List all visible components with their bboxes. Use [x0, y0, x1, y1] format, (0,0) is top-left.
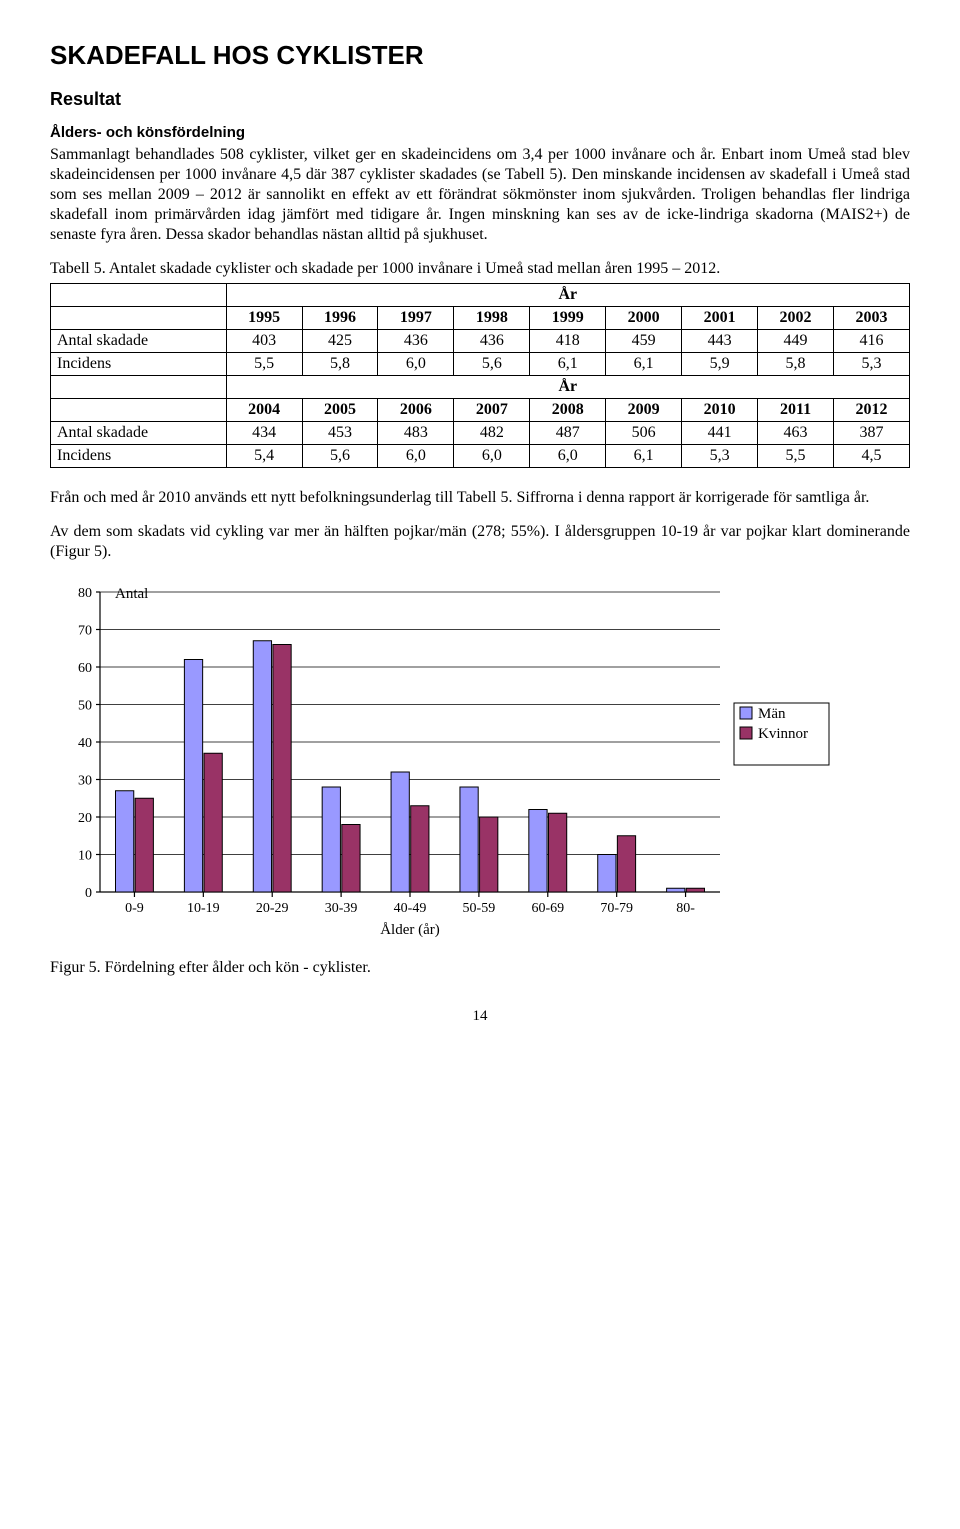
svg-text:30-39: 30-39 — [325, 901, 358, 916]
svg-text:80-: 80- — [676, 901, 695, 916]
svg-text:50-59: 50-59 — [463, 901, 496, 916]
svg-text:0: 0 — [85, 886, 92, 901]
svg-text:20-29: 20-29 — [256, 901, 289, 916]
bar — [529, 810, 547, 893]
note-paragraph-2: Av dem som skadats vid cykling var mer ä… — [50, 522, 910, 562]
bar — [391, 772, 409, 892]
subsection-heading: Ålders- och könsfördelning — [50, 124, 910, 141]
bar — [411, 806, 429, 892]
bar — [322, 787, 340, 892]
bar — [667, 888, 685, 892]
bar — [273, 645, 291, 893]
svg-text:0-9: 0-9 — [125, 901, 144, 916]
note-paragraph-1: Från och med år 2010 används ett nytt be… — [50, 488, 910, 508]
intro-paragraph: Sammanlagt behandlades 508 cyklister, vi… — [50, 145, 910, 245]
svg-text:20: 20 — [78, 811, 92, 826]
svg-text:30: 30 — [78, 774, 92, 789]
bar — [204, 753, 222, 892]
age-gender-chart: Antal 0 10 20 30 40 50 60 70 80 0-9 10-19 20-29 30-39… — [50, 582, 910, 952]
svg-text:Ålder (år): Ålder (år) — [380, 922, 440, 938]
bar — [342, 825, 360, 893]
svg-text:50: 50 — [78, 699, 92, 714]
svg-text:Män: Män — [758, 706, 786, 722]
data-table: År199519961997199819992000200120022003An… — [50, 283, 910, 468]
page-title: SKADEFALL HOS CYKLISTER — [50, 40, 910, 71]
svg-text:10-19: 10-19 — [187, 901, 220, 916]
bar — [460, 787, 478, 892]
page-number: 14 — [50, 1008, 910, 1025]
bar — [598, 855, 616, 893]
svg-text:60: 60 — [78, 661, 92, 676]
svg-text:Kvinnor: Kvinnor — [758, 726, 808, 742]
bar — [135, 798, 153, 892]
bar — [480, 817, 498, 892]
svg-text:70-79: 70-79 — [600, 901, 633, 916]
bar — [253, 641, 271, 892]
svg-text:70: 70 — [78, 624, 92, 639]
bar — [116, 791, 134, 892]
bar — [686, 888, 704, 892]
svg-text:80: 80 — [78, 586, 92, 601]
svg-text:40-49: 40-49 — [394, 901, 427, 916]
bar — [548, 813, 566, 892]
bar — [617, 836, 635, 892]
svg-text:10: 10 — [78, 849, 92, 864]
svg-text:60-69: 60-69 — [531, 901, 564, 916]
bar — [184, 660, 202, 893]
section-heading: Resultat — [50, 89, 910, 110]
svg-text:40: 40 — [78, 736, 92, 751]
svg-text:Antal: Antal — [115, 586, 148, 602]
figure-caption: Figur 5. Fördelning efter ålder och kön … — [50, 958, 910, 978]
table-caption: Tabell 5. Antalet skadade cyklister och … — [50, 259, 910, 279]
chart-legend: Män Kvinnor — [734, 703, 829, 765]
